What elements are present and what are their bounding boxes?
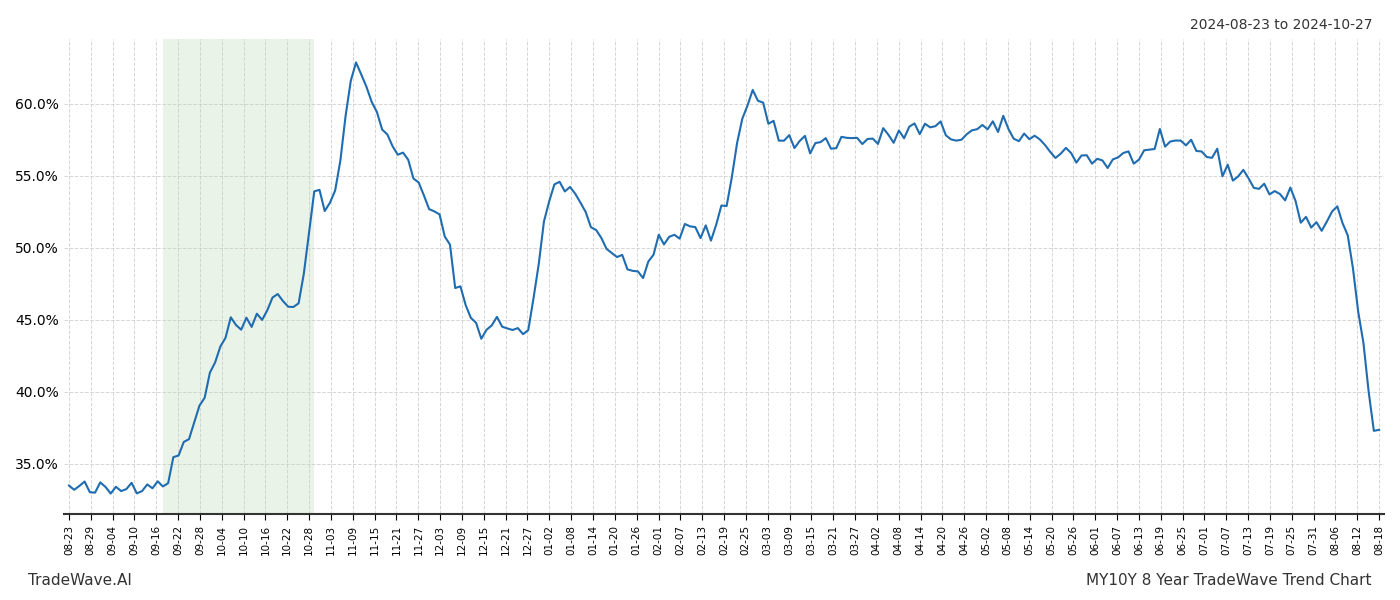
Text: MY10Y 8 Year TradeWave Trend Chart: MY10Y 8 Year TradeWave Trend Chart <box>1086 573 1372 588</box>
Text: TradeWave.AI: TradeWave.AI <box>28 573 132 588</box>
Bar <box>162 39 314 514</box>
Text: 2024-08-23 to 2024-10-27: 2024-08-23 to 2024-10-27 <box>1190 18 1372 32</box>
